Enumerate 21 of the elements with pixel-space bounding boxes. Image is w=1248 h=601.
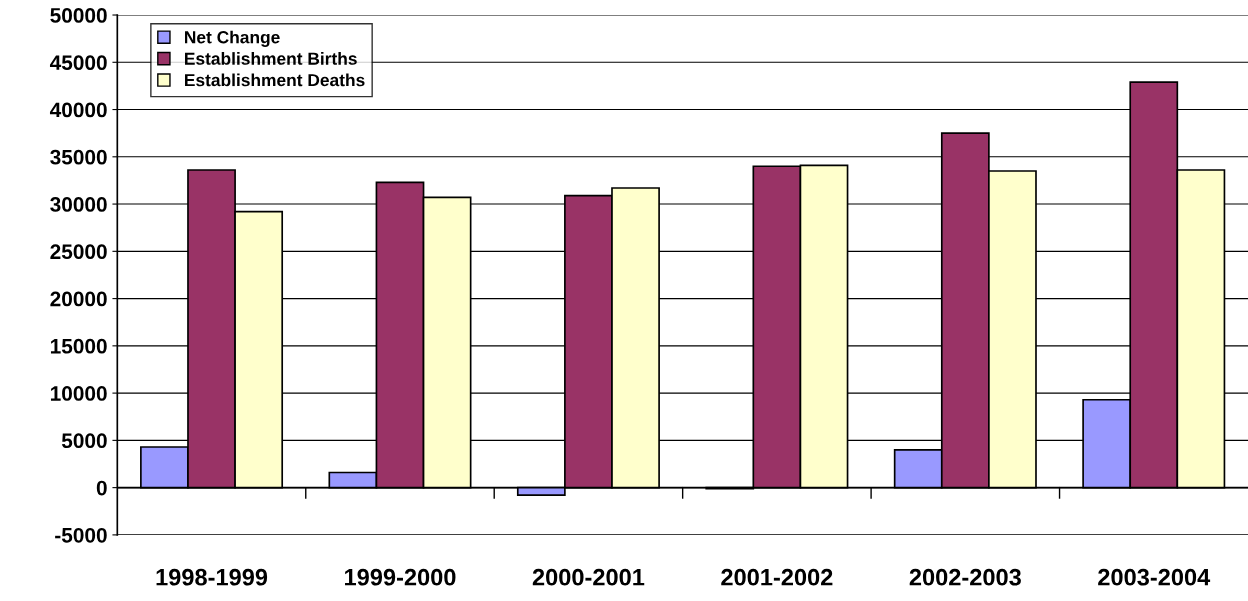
legend-label: Establishment Deaths (185, 73, 365, 87)
x-tick-label: 2002-2003 (909, 568, 1021, 586)
legend-label: Net Change (185, 30, 280, 47)
y-tick-label: 25000 (50, 244, 107, 260)
y-tick-label: 20000 (50, 291, 107, 307)
y-tick-label: 35000 (50, 149, 107, 165)
x-tick-label: 2001-2002 (721, 568, 833, 586)
y-tick-label: 10000 (50, 386, 107, 401)
y-tick-label: 40000 (49, 102, 107, 118)
x-tick-label: 1998-1999 (156, 568, 268, 586)
y-tick-label: -5000 (55, 527, 107, 543)
x-tick-label: 2003-2004 (1098, 568, 1211, 586)
y-tick-label: 50000 (50, 8, 107, 23)
y-tick-label: 0 (96, 480, 107, 496)
y-tick-label: 45000 (49, 55, 107, 71)
x-tick-label: 2000-2001 (532, 568, 645, 586)
y-tick-label: 5000 (61, 433, 107, 449)
y-tick-label: 30000 (50, 197, 107, 212)
y-tick-label: 15000 (50, 338, 107, 354)
x-tick-label: 1999-2000 (345, 568, 456, 586)
legend-label: Establishment Births (185, 52, 357, 65)
